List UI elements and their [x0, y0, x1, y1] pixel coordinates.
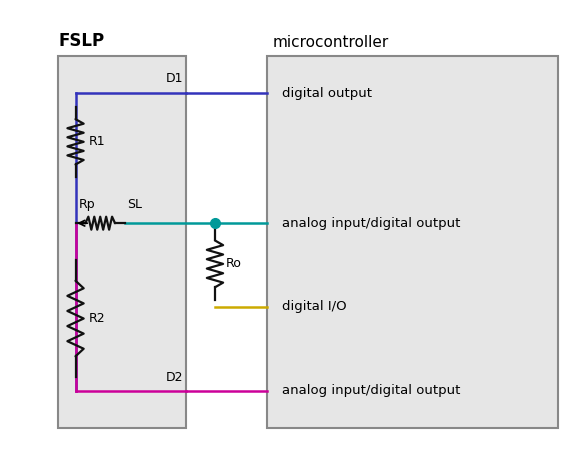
Text: D2: D2 — [166, 371, 184, 384]
Text: digital I/O: digital I/O — [282, 300, 346, 313]
Text: Rp: Rp — [78, 198, 95, 211]
Text: D1: D1 — [166, 72, 184, 85]
FancyBboxPatch shape — [267, 56, 558, 428]
Text: FSLP: FSLP — [58, 32, 104, 50]
FancyBboxPatch shape — [58, 56, 186, 428]
Text: R2: R2 — [88, 312, 105, 325]
Text: Ro: Ro — [225, 258, 241, 270]
Text: microcontroller: microcontroller — [273, 35, 389, 50]
Text: R1: R1 — [88, 135, 105, 148]
Text: SL: SL — [127, 198, 142, 211]
Text: analog input/digital output: analog input/digital output — [282, 217, 460, 230]
Text: analog input/digital output: analog input/digital output — [282, 384, 460, 397]
Text: digital output: digital output — [282, 86, 372, 100]
